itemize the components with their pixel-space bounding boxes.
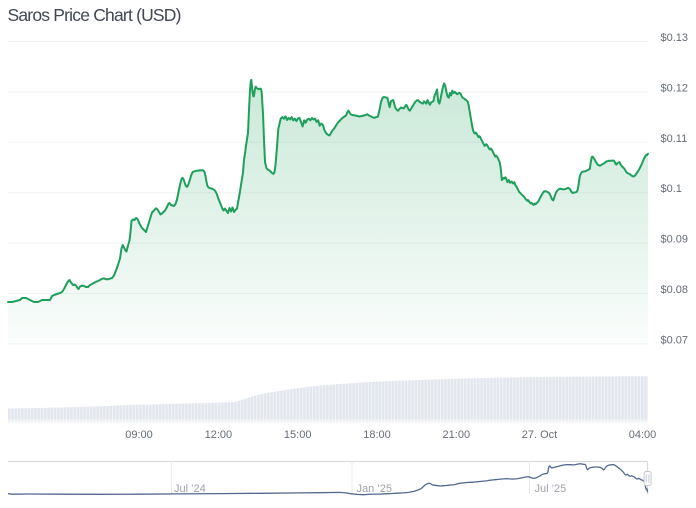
svg-text:Jul ’24: Jul ’24 [174, 483, 206, 495]
svg-text:Jul ’25: Jul ’25 [535, 483, 567, 495]
svg-text:$0.09: $0.09 [661, 234, 689, 246]
svg-text:12:00: 12:00 [205, 429, 233, 441]
svg-text:$0.1: $0.1 [661, 183, 682, 195]
svg-text:15:00: 15:00 [284, 429, 312, 441]
svg-text:Jan ’25: Jan ’25 [357, 483, 392, 495]
svg-text:$0.07: $0.07 [661, 334, 689, 346]
svg-text:21:00: 21:00 [443, 429, 471, 441]
svg-text:$0.11: $0.11 [661, 133, 688, 145]
svg-text:$0.13: $0.13 [661, 32, 689, 44]
svg-text:$0.08: $0.08 [661, 284, 689, 296]
svg-text:09:00: 09:00 [125, 429, 153, 441]
svg-text:04:00: 04:00 [629, 429, 657, 441]
svg-text:$0.12: $0.12 [661, 82, 689, 94]
svg-text:18:00: 18:00 [363, 429, 391, 441]
svg-text:27. Oct: 27. Oct [522, 429, 557, 441]
